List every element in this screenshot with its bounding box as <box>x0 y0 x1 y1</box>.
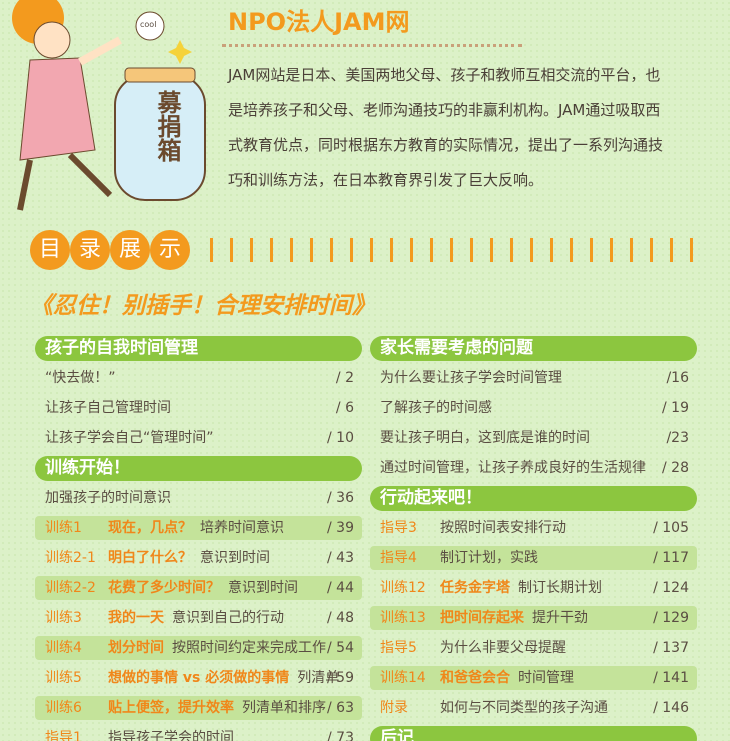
entry-title: 让孩子自己管理时间 <box>45 400 171 416</box>
entry-page: / 63 <box>327 700 354 716</box>
entry-title: 划分时间 <box>108 640 164 656</box>
entry-label: 训练12 <box>380 580 426 596</box>
entry-page: / 59 <box>327 670 354 686</box>
row-highlight <box>35 516 362 540</box>
entry-label: 训练13 <box>380 610 426 626</box>
entry-page: / 129 <box>653 610 689 626</box>
entry-page: / 2 <box>335 370 354 386</box>
entry-desc: 意识到时间 <box>228 580 298 596</box>
entry-desc: 按照时间约定来完成工作 <box>172 640 326 656</box>
entry-page: /23 <box>666 430 689 446</box>
entry-page: / 19 <box>662 400 689 416</box>
coin-text: cool <box>140 20 157 29</box>
entry-desc: 如何与不同类型的孩子沟通 <box>440 700 608 716</box>
title: NPO法人JAM网 <box>228 8 410 36</box>
entry-label: 训练3 <box>45 610 82 626</box>
entry-label: 附录 <box>380 700 408 716</box>
entry-page: / 54 <box>327 640 354 656</box>
entry-label: 训练4 <box>45 640 82 656</box>
entry-title: 花费了多少时间？ <box>108 580 220 596</box>
entry-desc: 意识到时间 <box>200 550 270 566</box>
entry-title: 想做的事情 vs 必须做的事情 <box>108 670 290 686</box>
entry-desc: 提升干劲 <box>532 610 588 626</box>
entry-desc: 为什么非要父母提醒 <box>440 640 566 656</box>
row-highlight <box>35 636 362 660</box>
entry-page: / 137 <box>653 640 689 656</box>
entry-page: / 73 <box>327 730 354 741</box>
entry-desc: 意识到自己的行动 <box>172 610 284 626</box>
entry-page: / 146 <box>653 700 689 716</box>
section-header: 行动起来吧！ <box>370 486 697 511</box>
entry-page: / 10 <box>327 430 354 446</box>
entry-page: / 124 <box>653 580 689 596</box>
section-header: 训练开始！ <box>35 456 362 481</box>
entry-title: 我的一天 <box>108 610 164 626</box>
entry-title: 任务金字塔 <box>440 580 510 596</box>
entry-title: 明白了什么？ <box>108 550 192 566</box>
entry-label: 训练14 <box>380 670 426 686</box>
badge-char: 示 <box>150 230 190 270</box>
entry-page: / 6 <box>335 400 354 416</box>
entry-label: 训练2-2 <box>45 580 96 596</box>
divider <box>222 44 522 47</box>
badge-char: 目 <box>30 230 70 270</box>
decor-bars <box>210 238 700 262</box>
entry-page: / 36 <box>327 490 354 506</box>
paragraph-line: 式教育优点，同时根据东方教育的实际情况，提出了一系列沟通技 <box>228 136 664 154</box>
entry-page: / 105 <box>653 520 689 536</box>
entry-page: / 48 <box>327 610 354 626</box>
section-header: 后记 <box>370 726 697 741</box>
badge-char: 录 <box>70 230 110 270</box>
row-highlight <box>370 606 697 630</box>
entry-title: 为什么要让孩子学会时间管理 <box>380 370 562 386</box>
book-title: 《忍住！别插手！合理安排时间》 <box>30 293 375 319</box>
illustration <box>12 0 206 211</box>
row-highlight <box>35 696 362 720</box>
entry-label: 指导5 <box>380 640 417 656</box>
row-highlight <box>370 546 697 570</box>
entry-label: 指导1 <box>45 730 82 741</box>
jar-label: 募捐箱 <box>153 90 181 162</box>
entry-title: 现在，几点？ <box>108 520 192 536</box>
entry-title: “快去做！” <box>45 370 116 386</box>
paragraph-line: 是培养孩子和父母、老师沟通技巧的非赢利机构。JAM通过吸取西 <box>228 101 661 119</box>
entry-title: 和爸爸会合 <box>440 670 510 686</box>
entry-desc: 列清单 <box>297 670 340 686</box>
paragraph-line: 巧和训练方法，在日本教育界引发了巨大反响。 <box>228 171 544 189</box>
entry-label: 训练6 <box>45 700 82 716</box>
entry-title: 把时间存起来 <box>440 610 524 626</box>
entry-desc: 按照时间表安排行动 <box>440 520 566 536</box>
entry-label: 训练1 <box>45 520 82 536</box>
badge-char: 展 <box>110 230 150 270</box>
entry-page: / 39 <box>327 520 354 536</box>
entry-page: /16 <box>666 370 689 386</box>
entry-desc: 指导孩子学会的时间 <box>108 730 234 741</box>
entry-label: 训练2-1 <box>45 550 96 566</box>
entry-title: 了解孩子的时间感 <box>380 400 492 416</box>
section-header: 孩子的自我时间管理 <box>35 336 362 361</box>
row-highlight <box>370 666 697 690</box>
section-header: 家长需要考虑的问题 <box>370 336 697 361</box>
entry-title: 加强孩子的时间意识 <box>45 490 171 506</box>
entry-desc: 列清单和排序 <box>242 700 326 716</box>
entry-page: / 44 <box>327 580 354 596</box>
entry-title: 通过时间管理，让孩子养成良好的生活规律 <box>380 460 646 476</box>
entry-page: / 43 <box>327 550 354 566</box>
entry-desc: 时间管理 <box>518 670 574 686</box>
entry-title: 让孩子学会自己“管理时间” <box>45 430 214 446</box>
entry-label: 指导3 <box>380 520 417 536</box>
entry-label: 训练5 <box>45 670 82 686</box>
entry-page: / 117 <box>653 550 689 566</box>
entry-desc: 培养时间意识 <box>200 520 284 536</box>
entry-title: 要让孩子明白，这到底是谁的时间 <box>380 430 590 446</box>
entry-desc: 制订长期计划 <box>518 580 602 596</box>
paragraph-line: JAM网站是日本、美国两地父母、孩子和教师互相交流的平台，也 <box>228 66 661 84</box>
entry-desc: 制订计划，实践 <box>440 550 538 566</box>
row-highlight <box>35 576 362 600</box>
entry-label: 指导4 <box>380 550 417 566</box>
entry-title: 贴上便签，提升效率 <box>108 700 234 716</box>
entry-page: / 141 <box>653 670 689 686</box>
entry-page: / 28 <box>662 460 689 476</box>
